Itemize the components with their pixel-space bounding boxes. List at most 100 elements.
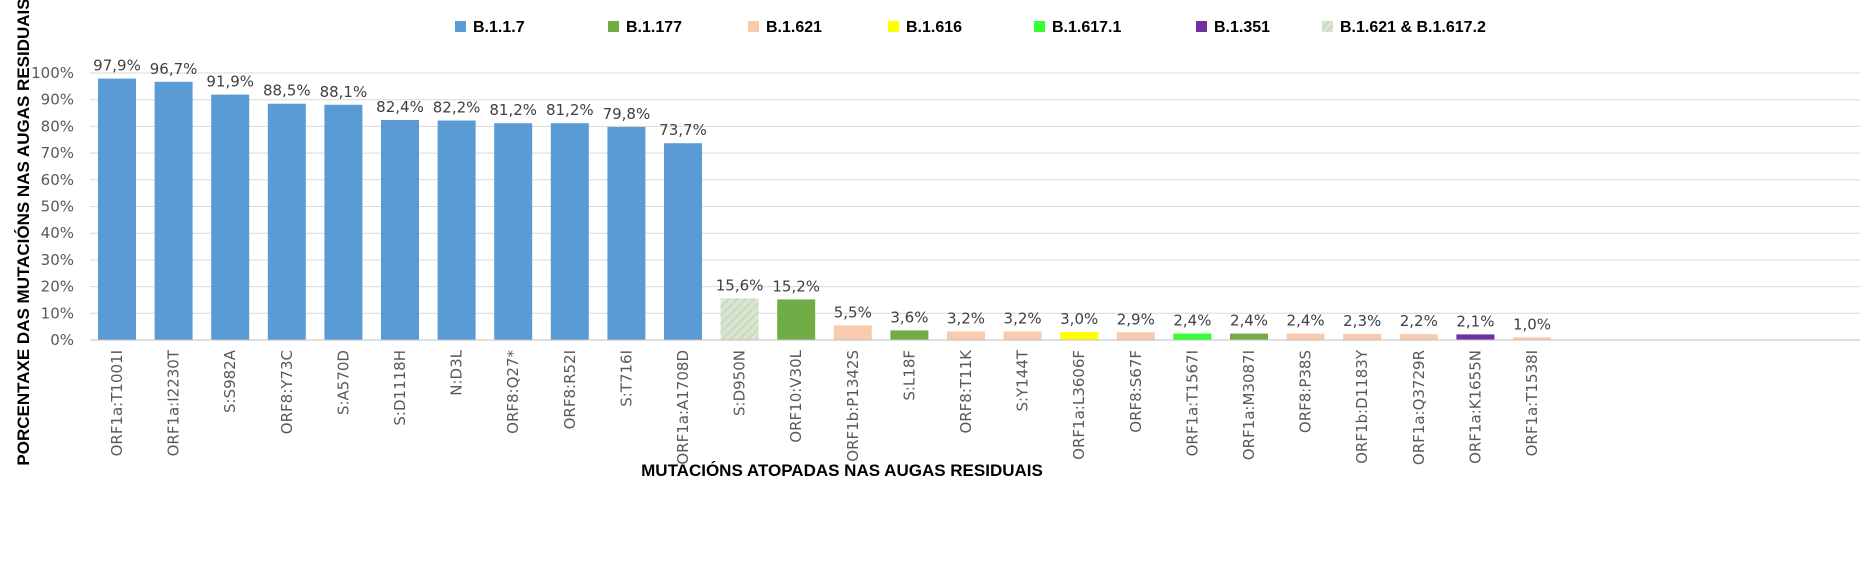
bar-orf8-p38s bbox=[1286, 333, 1325, 340]
data-label: 79,8% bbox=[603, 105, 651, 123]
x-category-label: S:A570D bbox=[334, 350, 352, 415]
data-label: 2,4% bbox=[1287, 312, 1325, 330]
x-axis-category-labels: ORF1a:T1001I ORF1a:I2230T S:S982A ORF8:Y73C… bbox=[108, 349, 1541, 465]
bar-orf1a-q3729r bbox=[1399, 334, 1438, 340]
data-label: 1,0% bbox=[1513, 315, 1551, 333]
data-label: 3,2% bbox=[947, 309, 985, 327]
y-tick-label: 10% bbox=[41, 304, 74, 322]
x-category-label: ORF1a:Q3729R bbox=[1410, 350, 1428, 465]
x-category-label: ORF1a:L3606F bbox=[1070, 350, 1088, 460]
legend-label: B.1.1.7 bbox=[473, 19, 525, 36]
bar-s-s982a bbox=[211, 94, 250, 340]
bar-orf1a-a1708d bbox=[664, 143, 702, 340]
bar-s-d950n bbox=[720, 298, 759, 340]
data-label: 82,4% bbox=[376, 98, 424, 116]
data-label: 15,2% bbox=[772, 277, 820, 295]
x-category-label: ORF1a:T1538I bbox=[1523, 350, 1541, 456]
data-label: 3,2% bbox=[1004, 309, 1042, 327]
y-tick-label: 70% bbox=[41, 144, 74, 162]
bars bbox=[98, 78, 1551, 341]
x-category-label: S:S982A bbox=[221, 349, 239, 413]
x-category-label: ORF8:Y73C bbox=[278, 350, 296, 434]
data-label: 88,5% bbox=[263, 82, 311, 100]
x-category-label: ORF1a:T1001I bbox=[108, 350, 126, 456]
bar-orf1a-t1538i bbox=[1513, 337, 1551, 340]
y-tick-label: 40% bbox=[41, 224, 74, 242]
bar-s-y144t bbox=[1003, 331, 1042, 340]
x-category-label: S:T716I bbox=[617, 350, 635, 407]
data-label: 3,6% bbox=[890, 308, 928, 326]
data-label: 5,5% bbox=[834, 303, 872, 321]
bar-orf1b-p1342s bbox=[833, 325, 872, 340]
data-label: 73,7% bbox=[659, 121, 707, 139]
y-axis-ticks: 0% 10% 20% 30% 40% 50% 60% 70% 80% 90% 100% bbox=[31, 64, 74, 349]
data-label: 2,2% bbox=[1400, 312, 1438, 330]
data-label: 91,9% bbox=[206, 73, 254, 91]
legend-swatch bbox=[1322, 21, 1333, 32]
x-category-label: ORF1a:A1708D bbox=[674, 350, 692, 465]
y-tick-label: 90% bbox=[41, 91, 74, 109]
legend-label: B.1.621 & B.1.617.2 bbox=[1340, 19, 1486, 36]
bar-s-d1118h bbox=[381, 119, 419, 340]
legend-label: B.1.177 bbox=[626, 19, 682, 36]
x-category-label: ORF1a:K1655N bbox=[1466, 350, 1484, 464]
x-category-label: ORF1b:D1183Y bbox=[1353, 349, 1371, 464]
bar-orf1a-t1001i bbox=[98, 78, 136, 341]
data-label: 2,9% bbox=[1117, 310, 1155, 328]
data-label: 2,4% bbox=[1230, 312, 1268, 330]
legend-swatch bbox=[888, 21, 899, 32]
chart-legend: B.1.1.7 B.1.177 B.1.621 B.1.616 B.1.617.1 B.1… bbox=[455, 19, 1486, 36]
x-category-label: ORF1a:T1567I bbox=[1183, 350, 1201, 456]
legend-swatch bbox=[1034, 21, 1045, 32]
x-category-label: S:D950N bbox=[731, 350, 749, 416]
x-category-label: ORF8:R52I bbox=[561, 350, 579, 429]
data-label: 81,2% bbox=[546, 101, 594, 119]
bar-orf1a-i2230t bbox=[154, 81, 193, 340]
legend-label: B.1.617.1 bbox=[1052, 19, 1121, 36]
x-category-label: ORF8:Q27* bbox=[504, 350, 522, 434]
bar-s-a570d bbox=[324, 104, 363, 340]
bar-s-l18f bbox=[890, 330, 929, 340]
legend-swatch bbox=[608, 21, 619, 32]
y-tick-label: 0% bbox=[50, 331, 74, 349]
y-tick-label: 60% bbox=[41, 171, 74, 189]
x-category-label: S:D1118H bbox=[391, 350, 409, 426]
y-tick-label: 100% bbox=[31, 64, 74, 82]
bar-s-t716i bbox=[607, 126, 646, 341]
data-label: 2,1% bbox=[1456, 312, 1494, 330]
y-tick-label: 20% bbox=[41, 278, 74, 296]
x-category-label: S:Y144T bbox=[1014, 349, 1032, 411]
x-category-label: ORF1b:P1342S bbox=[844, 350, 862, 462]
legend-swatch bbox=[1196, 21, 1207, 32]
bar-orf8-t11k bbox=[947, 331, 985, 340]
y-tick-label: 30% bbox=[41, 251, 74, 269]
x-category-label: ORF10:V30L bbox=[787, 349, 805, 442]
bar-orf1a-k1655n bbox=[1456, 334, 1495, 340]
x-category-label: S:L18F bbox=[900, 350, 918, 401]
data-label: 82,2% bbox=[433, 99, 481, 117]
data-label: 2,3% bbox=[1343, 312, 1381, 330]
bar-orf8-y73c bbox=[267, 103, 306, 340]
x-category-label: ORF1a:I2230T bbox=[165, 349, 183, 456]
data-label: 81,2% bbox=[489, 101, 537, 119]
legend-label: B.1.621 bbox=[766, 19, 822, 36]
bar-orf1a-m3087i bbox=[1230, 333, 1268, 340]
x-axis-title: MUTACIÓNS ATOPADAS NAS AUGAS RESIDUAIS bbox=[641, 461, 1043, 480]
x-category-label: N:D3L bbox=[448, 349, 466, 395]
data-label: 3,0% bbox=[1060, 310, 1098, 328]
bar-n-d3l bbox=[437, 120, 476, 340]
x-category-label: ORF8:T11K bbox=[957, 349, 975, 434]
y-tick-label: 80% bbox=[41, 117, 74, 135]
data-label: 15,6% bbox=[716, 276, 764, 294]
bar-orf8-q27- bbox=[494, 123, 533, 340]
x-category-label: ORF8:S67F bbox=[1127, 350, 1145, 433]
bar-orf8-s67f bbox=[1116, 332, 1155, 340]
bar-orf1a-t1567i bbox=[1173, 333, 1212, 340]
data-label: 97,9% bbox=[93, 57, 141, 75]
legend-label: B.1.616 bbox=[906, 19, 962, 36]
legend-swatch bbox=[455, 21, 466, 32]
data-label: 96,7% bbox=[150, 60, 198, 78]
bar-orf8-r52i bbox=[550, 123, 589, 340]
data-label: 88,1% bbox=[320, 83, 368, 101]
